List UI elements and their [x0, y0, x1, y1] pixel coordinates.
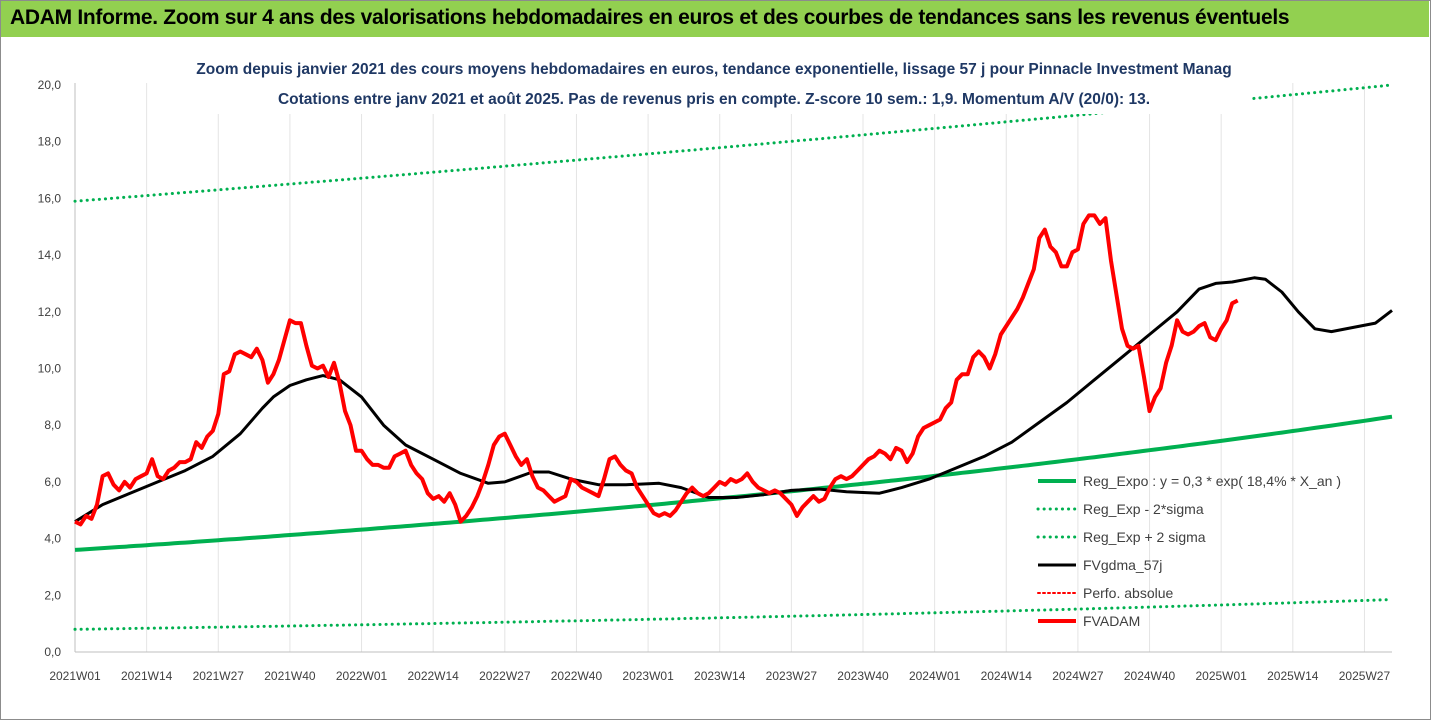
y-tick-label: 18,0	[38, 135, 62, 149]
y-tick-label: 2,0	[44, 588, 61, 602]
x-tick-label: 2024W14	[981, 669, 1033, 683]
x-tick-label: 2022W01	[336, 669, 388, 683]
x-tick-label: 2022W27	[479, 669, 531, 683]
series-layer	[73, 83, 1394, 631]
x-tick-label: 2023W14	[694, 669, 746, 683]
legend-label-trend: Reg_Expo : y = 0,3 * exp( 18,4% * X_an )	[1083, 473, 1341, 489]
x-tick-label: 2025W01	[1195, 669, 1247, 683]
x-tick-label: 2023W27	[766, 669, 818, 683]
y-tick-labels: 0,0 2,0 4,0 6,0 8,0 10,0 12,0 14,0 16,0 18,0 20,0	[38, 78, 62, 659]
subtitle-box	[178, 52, 1250, 114]
y-tick-label: 4,0	[44, 532, 61, 546]
x-tick-label: 2022W40	[551, 669, 603, 683]
chart-subtitle-line-1: Zoom depuis janvier 2021 des cours moyen…	[196, 61, 1231, 78]
x-tick-label: 2024W01	[909, 669, 961, 683]
axes	[74, 83, 1392, 653]
x-tick-labels: 2021W01 2021W14 2021W27 2021W40 2022W01 2022W…	[49, 669, 1390, 683]
legend-label-smooth: FVgdma_57j	[1083, 557, 1162, 573]
legend-label-lower: Reg_Exp - 2*sigma	[1083, 501, 1204, 517]
x-tick-label: 2021W01	[49, 669, 101, 683]
legend-label-upper: Reg_Exp + 2 sigma	[1083, 529, 1206, 545]
x-tick-label: 2021W27	[193, 669, 245, 683]
x-tick-label: 2024W27	[1052, 669, 1104, 683]
x-tick-label: 2023W01	[622, 669, 674, 683]
x-tick-label: 2024W40	[1124, 669, 1176, 683]
y-tick-label: 10,0	[38, 362, 62, 376]
y-tick-label: 16,0	[38, 191, 62, 205]
x-tick-label: 2025W14	[1267, 669, 1319, 683]
y-tick-label: 14,0	[38, 248, 62, 262]
x-tick-label: 2021W40	[264, 669, 316, 683]
y-tick-label: 8,0	[44, 418, 61, 432]
series-price	[74, 213, 1239, 527]
report-banner: ADAM Informe. Zoom sur 4 ans des valoris…	[1, 1, 1429, 37]
y-tick-label: 0,0	[44, 645, 61, 659]
series-smooth	[74, 276, 1393, 523]
legend: Reg_Expo : y = 0,3 * exp( 18,4% * X_an )…	[1036, 473, 1341, 629]
series-upper-band	[73, 83, 1394, 203]
y-tick-label: 12,0	[38, 305, 62, 319]
x-tick-label: 2021W14	[121, 669, 173, 683]
legend-label-price: FVADAM	[1083, 613, 1140, 629]
series-lower-band	[73, 598, 1394, 631]
vertical-gridlines	[74, 83, 1365, 652]
x-tick-label: 2025W27	[1339, 669, 1391, 683]
x-tick-label: 2022W14	[407, 669, 459, 683]
y-tick-label: 6,0	[44, 475, 61, 489]
y-tick-label: 20,0	[38, 78, 62, 92]
chart-subtitle-line-2: Cotations entre janv 2021 et août 2025. …	[278, 91, 1150, 108]
report-title: ADAM Informe. Zoom sur 4 ans des valoris…	[10, 6, 1290, 29]
x-tick-label: 2023W40	[837, 669, 889, 683]
legend-label-perf: Perfo. absolue	[1083, 585, 1173, 601]
